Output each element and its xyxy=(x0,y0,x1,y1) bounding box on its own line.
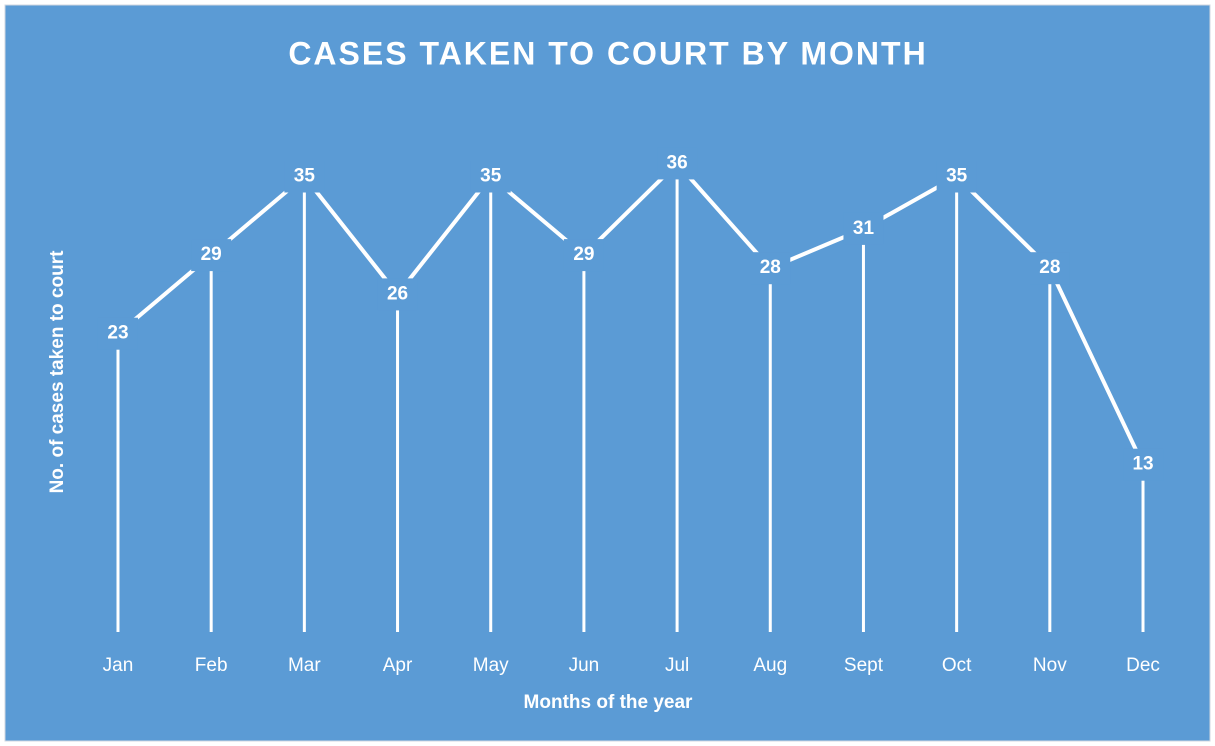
data-label: 26 xyxy=(387,283,408,304)
data-label: 29 xyxy=(201,244,222,265)
x-tick-label: Mar xyxy=(288,655,321,676)
data-label: 36 xyxy=(667,152,688,173)
x-tick-label: Oct xyxy=(942,655,972,676)
x-tick-label: May xyxy=(473,655,509,676)
data-label-background xyxy=(1029,252,1070,285)
data-label: 29 xyxy=(573,244,594,265)
data-label: 35 xyxy=(946,166,968,187)
x-tick-label: Feb xyxy=(195,655,228,676)
data-label-background xyxy=(1123,448,1164,481)
data-label: 28 xyxy=(760,257,781,278)
data-label: 28 xyxy=(1039,257,1060,278)
data-label-background xyxy=(657,147,698,180)
data-label-background xyxy=(97,317,138,350)
data-label: 31 xyxy=(853,218,875,239)
data-label-background xyxy=(843,212,884,245)
x-tick-label: Sept xyxy=(844,655,884,676)
y-axis-title: No. of cases taken to court xyxy=(47,250,68,494)
data-label: 13 xyxy=(1132,454,1153,475)
x-tick-label: Dec xyxy=(1126,655,1160,676)
x-tick-label: Nov xyxy=(1033,655,1067,676)
data-label-background xyxy=(470,160,511,193)
data-label-background xyxy=(750,252,791,285)
x-axis-title: Months of the year xyxy=(524,692,694,713)
data-label: 23 xyxy=(107,323,128,344)
x-tick-label: Jul xyxy=(665,655,689,676)
data-label-background xyxy=(284,160,325,193)
data-label: 35 xyxy=(294,166,316,187)
chart-background xyxy=(4,4,1211,742)
chart-title: CASES TAKEN TO COURT BY MONTH xyxy=(288,35,927,71)
x-tick-label: Jun xyxy=(569,655,600,676)
data-label-background xyxy=(936,160,977,193)
data-label: 35 xyxy=(480,166,502,187)
x-tick-label: Aug xyxy=(753,655,787,676)
x-tick-label: Apr xyxy=(383,655,413,676)
data-label-background xyxy=(563,239,604,272)
data-label-background xyxy=(377,278,418,311)
x-tick-label: Jan xyxy=(103,655,134,676)
data-label-background xyxy=(191,239,232,272)
